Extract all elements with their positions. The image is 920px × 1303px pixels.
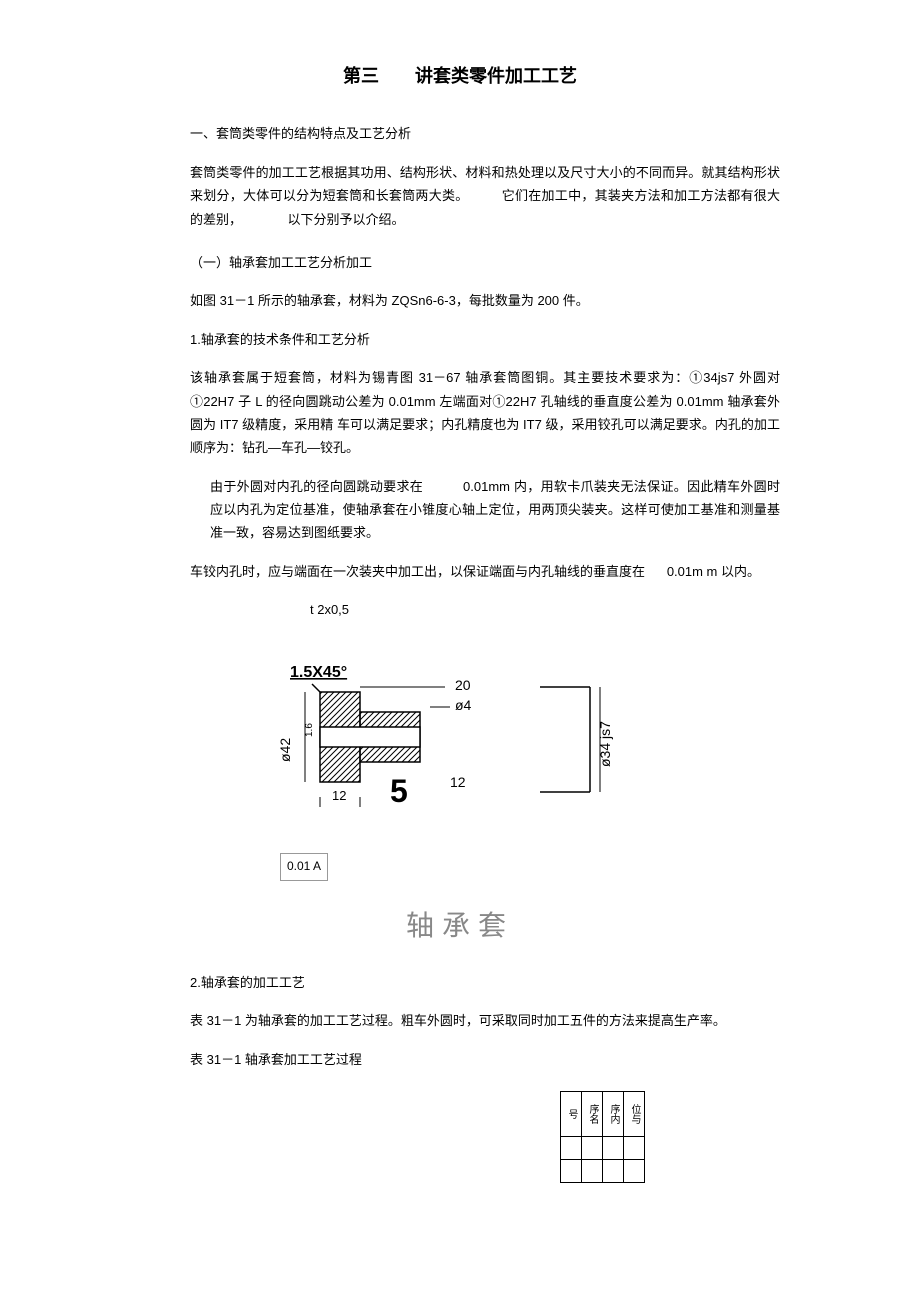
figure-container: 1.5X45° 20 ø4 12 5 12 ø42 1.6 — [140, 642, 780, 881]
process-table: 号 序名 序内 位与 — [560, 1091, 645, 1183]
table-cell — [582, 1160, 603, 1183]
table-cell — [624, 1137, 645, 1160]
page-title: 第三 讲套类零件加工工艺 — [140, 60, 780, 92]
table-cell — [561, 1160, 582, 1183]
dim-12-left: 12 — [332, 788, 346, 803]
dim-5: 5 — [390, 773, 408, 809]
table-row — [561, 1137, 645, 1160]
table-header-cell: 位与 — [624, 1092, 645, 1137]
figure-caption: 轴承套 — [140, 901, 780, 951]
table-header-cell: 序内 — [603, 1092, 624, 1137]
table-cell — [582, 1137, 603, 1160]
dim-phi4: ø4 — [455, 697, 472, 713]
chamfer-label: 1.5X45° — [290, 664, 347, 681]
paragraph-5-line: 车铰内孔时，应与端面在一次装夹中加工出，以保证端面与内孔轴线的垂直度在 0.01… — [140, 560, 780, 583]
tolerance-box: 0.01 A — [280, 853, 328, 881]
dim-12-right: 12 — [450, 774, 466, 790]
table-cell — [603, 1160, 624, 1183]
heading-2: （一）轴承套加工工艺分析加工 — [190, 251, 780, 274]
table-header-row: 号 序名 序内 位与 — [561, 1092, 645, 1137]
dim-20: 20 — [455, 677, 471, 693]
table-row — [561, 1160, 645, 1183]
table-cell — [561, 1137, 582, 1160]
paragraph-6: 表 31－1 为轴承套的加工工艺过程。粗车外圆时，可采取同时加工五件的方法来提高… — [190, 1009, 780, 1032]
table-cell — [624, 1160, 645, 1183]
paragraph-5-right: 0.01m m 以内。 — [667, 560, 760, 583]
table-cell — [603, 1137, 624, 1160]
table-header-cell: 序名 — [582, 1092, 603, 1137]
heading-4: 2.轴承套的加工工艺 — [190, 971, 780, 994]
paragraph-5-left: 车铰内孔时，应与端面在一次装夹中加工出，以保证端面与内孔轴线的垂直度在 — [190, 560, 645, 583]
bearing-sleeve-diagram: 1.5X45° 20 ø4 12 5 12 ø42 1.6 — [240, 642, 680, 842]
dim-16: 1.6 — [304, 722, 315, 736]
table-header-cell: 号 — [561, 1092, 582, 1137]
paragraph-4: 由于外圆对内孔的径向圆跳动要求在 0.01mm 内，用软卡爪装夹无法保证。因此精… — [210, 475, 780, 545]
heading-3: 1.轴承套的技术条件和工艺分析 — [190, 328, 780, 351]
heading-1: 一、套筒类零件的结构特点及工艺分析 — [190, 122, 780, 145]
paragraph-2: 如图 31－1 所示的轴承套，材料为 ZQSn6-6-3，每批数量为 200 件… — [190, 289, 780, 312]
paragraph-3: 该轴承套属于短套筒，材料为锡青图 31－67 轴承套筒图铜。其主要技术要求为：①… — [190, 366, 780, 460]
paragraph-7: 表 31－1 轴承套加工工艺过程 — [190, 1048, 780, 1071]
dim-phi34: ø34 js7 — [597, 721, 613, 767]
t2x-label: t 2x0,5 — [310, 598, 780, 621]
dim-phi42: ø42 — [277, 737, 293, 761]
paragraph-1: 套筒类零件的加工工艺根据其功用、结构形状、材料和热处理以及尺寸大小的不同而异。就… — [190, 161, 780, 231]
